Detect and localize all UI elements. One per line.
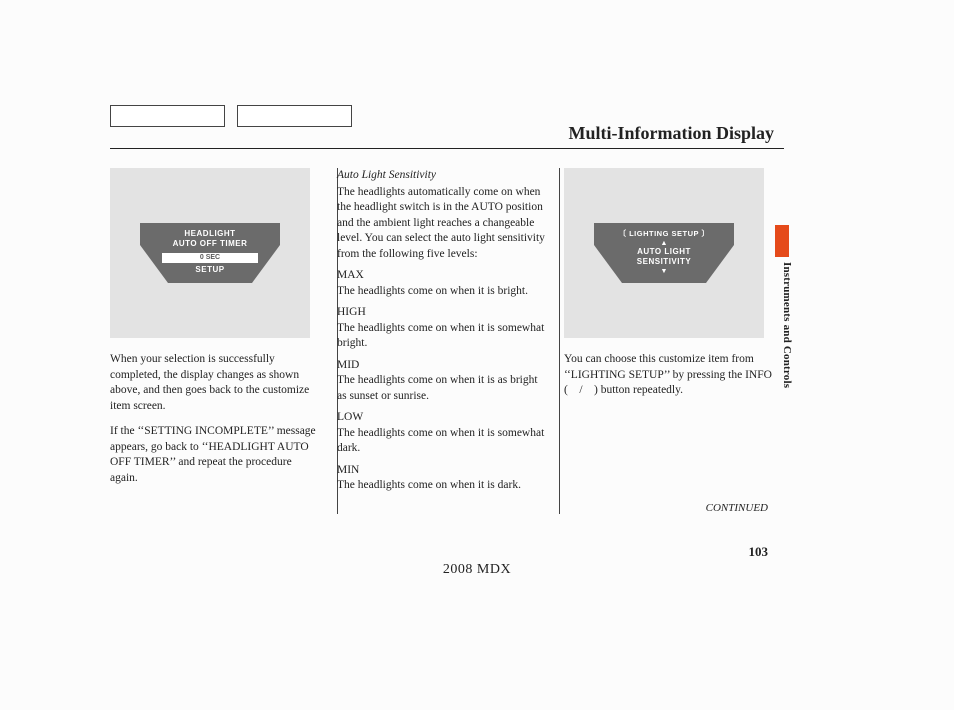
display-panel: 〔 LIGHTING SETUP 〕 ▲ AUTO LIGHT SENSITIV… [594,223,734,283]
page-number: 103 [749,544,769,560]
left-column: HEADLIGHT AUTO OFF TIMER 0 SEC SETUP Whe… [110,168,320,560]
title-rule [110,148,784,149]
dashboard-display-graphic: 〔 LIGHTING SETUP 〕 ▲ AUTO LIGHT SENSITIV… [564,168,764,338]
section-label: Instruments and Controls [781,262,793,388]
body-paragraph: You can choose this customize item from … [564,352,774,399]
body-paragraph: If the ‘‘SETTING INCOMPLETE’’ message ap… [110,424,320,486]
body-columns: HEADLIGHT AUTO OFF TIMER 0 SEC SETUP Whe… [110,168,771,560]
level-desc: The headlights come on when it is as bri… [337,373,547,404]
level-desc: The headlights come on when it is somewh… [337,321,547,352]
manual-page: Multi-Information Display Instruments an… [0,0,954,710]
display-value-bar: 0 SEC [162,253,258,263]
sub-heading: Auto Light Sensitivity [337,168,547,184]
body-paragraph: The headlights automatically come on whe… [337,185,547,263]
top-placeholder-boxes [110,105,352,127]
level-name: HIGH [337,305,547,321]
display-header: 〔 LIGHTING SETUP 〕 [594,229,734,239]
level-name: LOW [337,410,547,426]
display-value: 0 SEC [200,253,220,262]
level-name: MIN [337,463,547,479]
continued-label: CONTINUED [706,502,768,514]
level-name: MID [337,358,547,374]
display-panel: HEADLIGHT AUTO OFF TIMER 0 SEC SETUP [140,223,280,283]
display-line: SETUP [140,265,280,276]
page-title: Multi-Information Display [568,123,774,144]
placeholder-box [110,105,225,127]
level-desc: The headlights come on when it is dark. [337,478,547,494]
model-year-footer: 2008 MDX [0,562,954,578]
display-line: AUTO OFF TIMER [140,239,280,250]
arrow-down-icon: ▼ [594,267,734,276]
body-paragraph: When your selection is successfully comp… [110,352,320,414]
dashboard-display-graphic: HEADLIGHT AUTO OFF TIMER 0 SEC SETUP [110,168,310,338]
section-tab [775,225,789,257]
center-column: Auto Light Sensitivity The headlights au… [337,168,547,560]
level-desc: The headlights come on when it is somewh… [337,426,547,457]
level-name: MAX [337,268,547,284]
level-desc: The headlights come on when it is bright… [337,284,547,300]
placeholder-box [237,105,352,127]
